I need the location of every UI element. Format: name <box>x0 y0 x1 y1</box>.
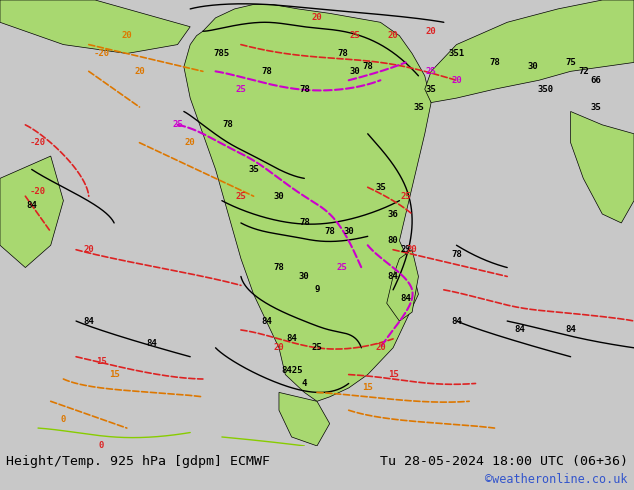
Text: 80: 80 <box>388 236 398 245</box>
Text: 25: 25 <box>401 245 411 254</box>
Text: 35: 35 <box>426 85 436 94</box>
Text: 20: 20 <box>375 343 385 352</box>
Text: 30: 30 <box>274 192 284 201</box>
Text: -20: -20 <box>93 49 110 58</box>
Text: 20: 20 <box>122 31 132 40</box>
Polygon shape <box>0 156 63 268</box>
Text: -20: -20 <box>30 187 46 196</box>
Text: 78: 78 <box>325 227 335 236</box>
Text: 84: 84 <box>401 294 411 303</box>
Polygon shape <box>387 250 418 321</box>
Text: 84: 84 <box>515 325 525 335</box>
Text: 84: 84 <box>84 317 94 325</box>
Text: 20: 20 <box>407 245 417 254</box>
Text: 4: 4 <box>302 379 307 388</box>
Text: 25: 25 <box>236 85 246 94</box>
Text: 66: 66 <box>591 76 601 85</box>
Text: 15: 15 <box>109 370 119 379</box>
Text: 351: 351 <box>448 49 465 58</box>
Text: 25: 25 <box>350 31 360 40</box>
Text: 30: 30 <box>527 62 538 72</box>
Text: -20: -20 <box>30 138 46 147</box>
Text: 84: 84 <box>287 334 297 343</box>
Text: 20: 20 <box>426 27 436 36</box>
Text: 25: 25 <box>236 192 246 201</box>
Text: Tu 28-05-2024 18:00 UTC (06+36): Tu 28-05-2024 18:00 UTC (06+36) <box>380 455 628 468</box>
Text: 84: 84 <box>451 317 462 325</box>
Text: 78: 78 <box>299 219 309 227</box>
Text: 36: 36 <box>388 210 398 219</box>
Text: 78: 78 <box>451 250 462 259</box>
Text: 78: 78 <box>274 263 284 272</box>
Text: 20: 20 <box>451 76 462 85</box>
Text: 20: 20 <box>134 67 145 76</box>
Text: 35: 35 <box>591 102 601 112</box>
Text: 25: 25 <box>172 121 183 129</box>
Text: 78: 78 <box>261 67 271 76</box>
Text: 78: 78 <box>337 49 347 58</box>
Text: 35: 35 <box>413 102 424 112</box>
Text: ©weatheronline.co.uk: ©weatheronline.co.uk <box>485 472 628 486</box>
Text: 15: 15 <box>363 384 373 392</box>
Text: 78: 78 <box>489 58 500 67</box>
Text: 8425: 8425 <box>281 366 302 374</box>
Text: 78: 78 <box>363 62 373 72</box>
Text: 30: 30 <box>344 227 354 236</box>
Polygon shape <box>0 0 190 53</box>
Text: 350: 350 <box>537 85 553 94</box>
Text: 84: 84 <box>147 339 157 348</box>
Text: 35: 35 <box>375 183 385 192</box>
Text: 15: 15 <box>388 370 398 379</box>
Text: 0: 0 <box>61 415 66 424</box>
Polygon shape <box>184 4 431 401</box>
Text: 25: 25 <box>337 263 347 272</box>
Text: 84: 84 <box>27 200 37 210</box>
Text: 20: 20 <box>185 138 195 147</box>
Text: 15: 15 <box>96 357 107 366</box>
Polygon shape <box>279 392 330 446</box>
Text: 78: 78 <box>223 121 233 129</box>
Polygon shape <box>571 112 634 223</box>
Text: 20: 20 <box>312 13 322 23</box>
Text: 0: 0 <box>99 441 104 450</box>
Text: 20: 20 <box>274 343 284 352</box>
Text: 20: 20 <box>388 31 398 40</box>
Text: 9: 9 <box>314 285 320 294</box>
Text: 25: 25 <box>401 192 411 201</box>
Text: 84: 84 <box>261 317 271 325</box>
Text: 35: 35 <box>249 165 259 174</box>
Polygon shape <box>425 0 634 102</box>
Text: 25: 25 <box>312 343 322 352</box>
Text: 84: 84 <box>566 325 576 335</box>
Text: 72: 72 <box>578 67 588 76</box>
Text: 20: 20 <box>84 245 94 254</box>
Text: 785: 785 <box>214 49 230 58</box>
Text: 84: 84 <box>388 272 398 281</box>
Text: 25: 25 <box>426 67 436 76</box>
Text: 30: 30 <box>299 272 309 281</box>
Text: 78: 78 <box>299 85 309 94</box>
Text: Height/Temp. 925 hPa [gdpm] ECMWF: Height/Temp. 925 hPa [gdpm] ECMWF <box>6 455 270 468</box>
Text: 30: 30 <box>350 67 360 76</box>
Text: 75: 75 <box>566 58 576 67</box>
